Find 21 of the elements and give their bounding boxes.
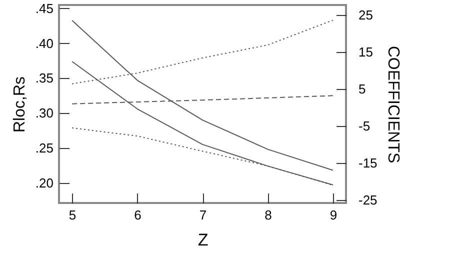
y2-tick-label: -15 [358, 156, 378, 171]
x-tick-label: 5 [68, 208, 76, 222]
y2-tick-label: 15 [358, 44, 373, 60]
y-tick-label: .35 [35, 70, 54, 86]
x-tick-label: 8 [264, 208, 272, 222]
y-tick-label: .45 [35, 0, 54, 16]
y2-axis-title: COEFFICIENTS [384, 46, 402, 164]
y-tick-label: .40 [35, 36, 54, 51]
y2-tick-label: -25 [358, 192, 378, 208]
line-series [72, 20, 334, 171]
y2-tick-label: 5 [358, 82, 366, 97]
y-tick-label: .25 [35, 140, 54, 156]
x-tick-label: 6 [134, 208, 142, 222]
y2-tick-label: 25 [358, 7, 373, 22]
y2-tick-label: -5 [358, 118, 370, 134]
x-axis-title: Z [198, 230, 208, 250]
x-tick-label: 7 [199, 208, 207, 222]
y-axis-title: Rloc,Rs [11, 76, 28, 133]
x-tick-label: 9 [330, 208, 338, 222]
y-tick-label: .20 [35, 175, 54, 190]
y-tick-label: .30 [35, 106, 54, 121]
